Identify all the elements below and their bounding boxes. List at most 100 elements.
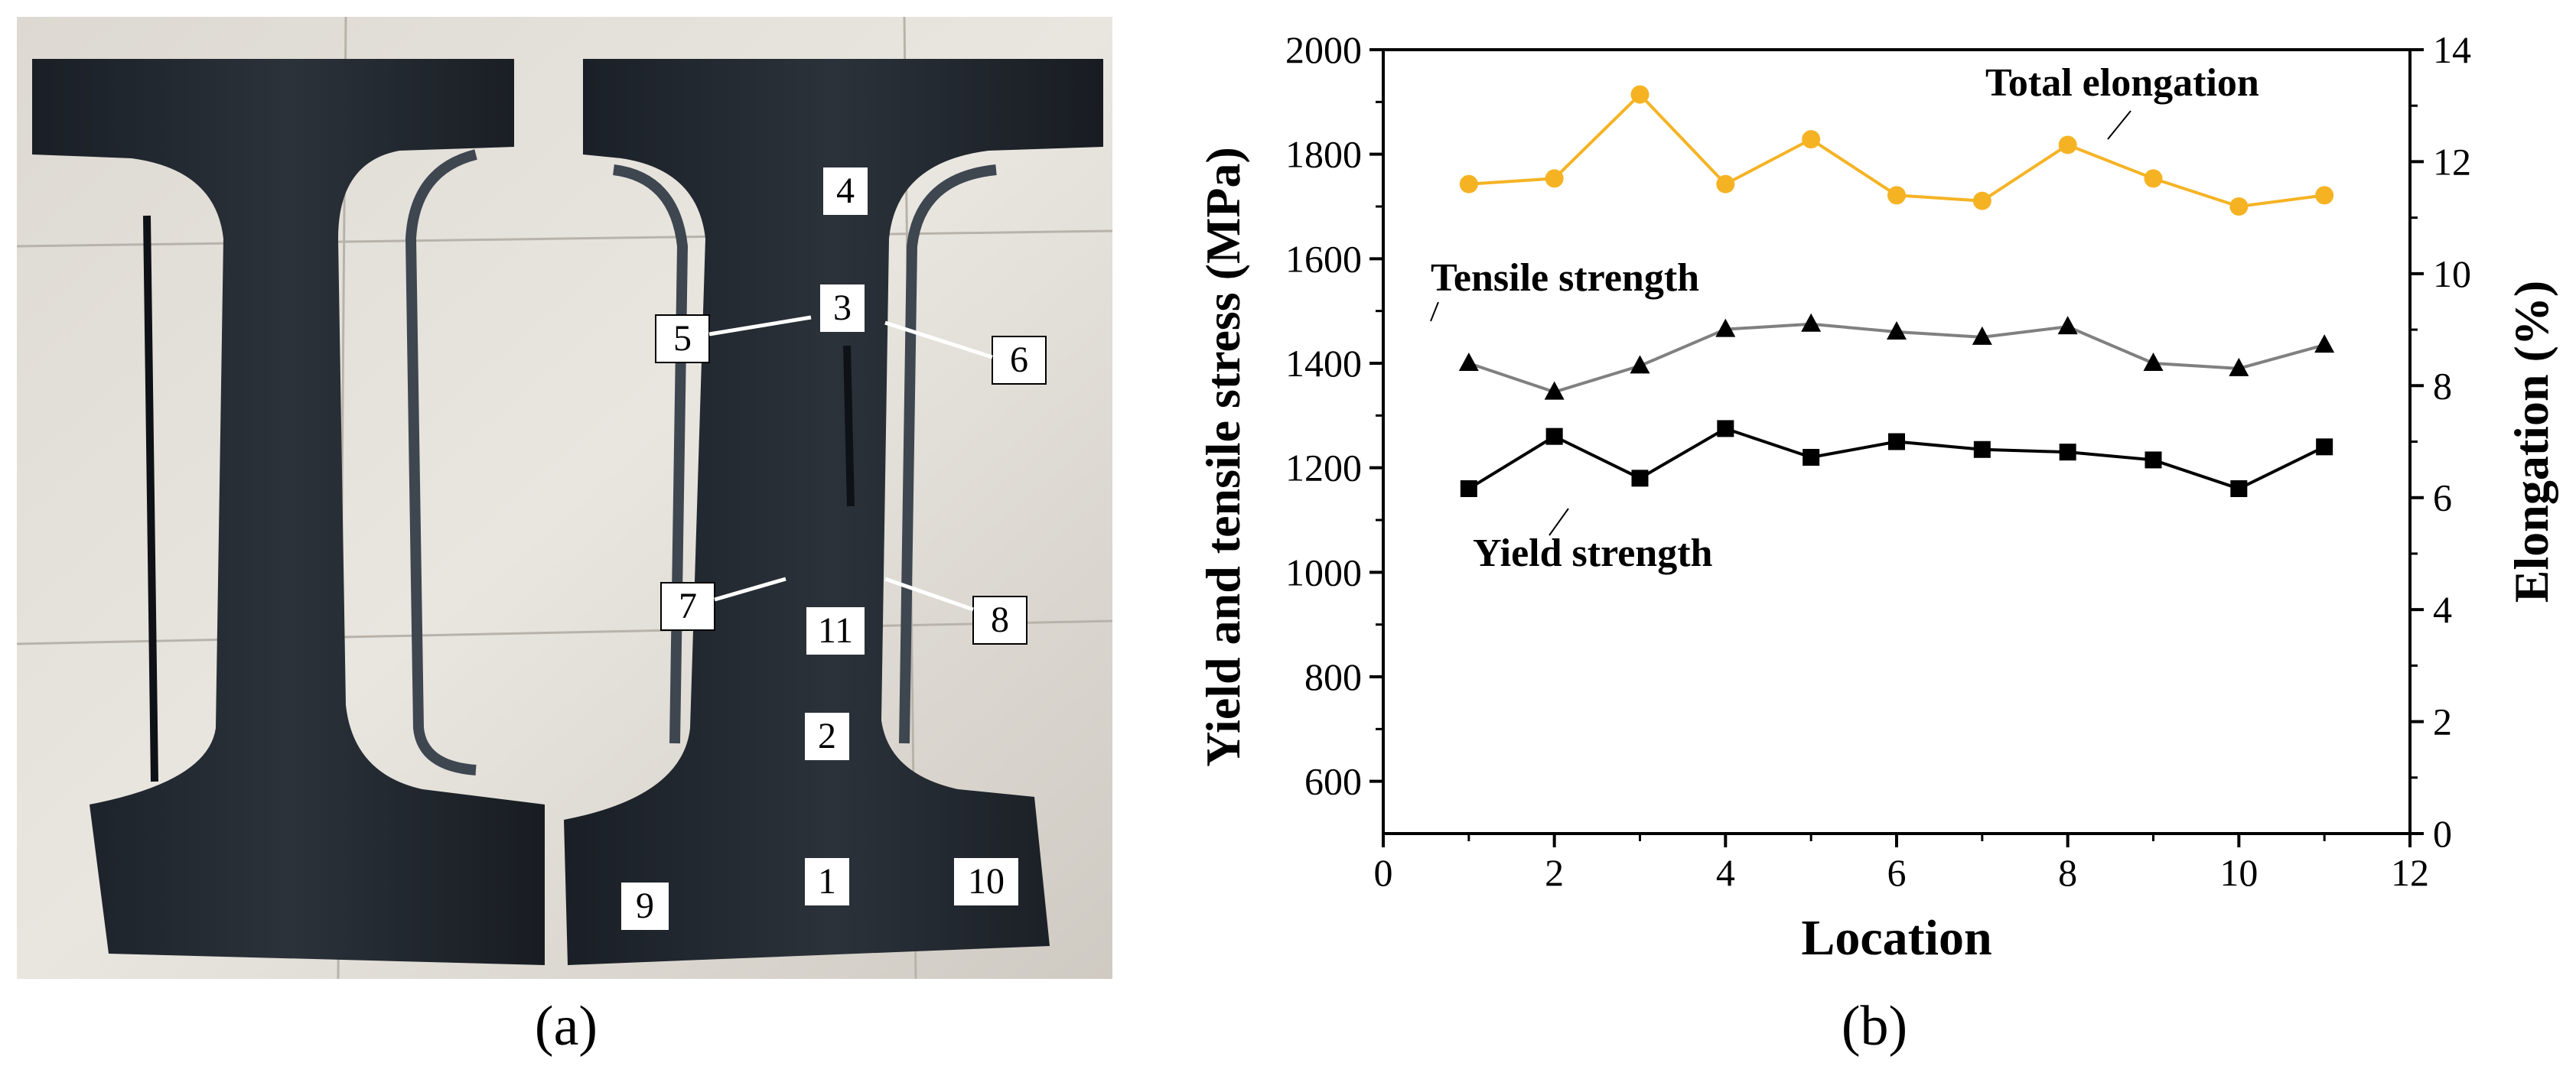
tensile-strength-point	[1972, 326, 1992, 345]
total-elongation-point	[1630, 85, 1649, 104]
location-label-7: 7	[660, 582, 715, 631]
svg-text:5: 5	[673, 318, 692, 359]
yield-strength-point	[1631, 470, 1649, 487]
tensile-strength-point	[1458, 353, 1479, 371]
left-part-flange	[405, 149, 477, 775]
x-tick-label: 0	[1374, 851, 1393, 894]
svg-text:6: 6	[1010, 340, 1028, 380]
svg-text:9: 9	[636, 886, 654, 926]
x-tick-label: 8	[2058, 851, 2077, 894]
yield-strength-point	[2059, 444, 2076, 461]
arrow-7	[714, 577, 786, 602]
panel-b-caption: (b)	[1841, 995, 1908, 1058]
location-label-5: 5	[655, 314, 710, 363]
location-label-8: 8	[972, 596, 1027, 645]
yield-strength-point	[2144, 451, 2162, 469]
svg-text:8: 8	[991, 600, 1009, 640]
right-part-flange-right	[899, 164, 997, 744]
location-label-6: 6	[992, 336, 1047, 385]
y-left-tick-label: 1800	[1285, 133, 1362, 176]
tensile-strength-point	[1715, 318, 1736, 337]
total-elongation-point	[2058, 135, 2077, 154]
tensile-strength-point	[2143, 353, 2164, 371]
tensile-strength-point	[1801, 313, 1822, 332]
svg-text:3: 3	[833, 288, 852, 328]
x-tick-label: 6	[1887, 851, 1907, 894]
location-label-2: 2	[805, 713, 849, 760]
yield-strength-point	[1973, 440, 1991, 458]
svg-text:11: 11	[818, 610, 853, 651]
location-label-11: 11	[806, 607, 865, 655]
yield-strength-point	[1803, 449, 1820, 466]
total-elongation-point	[1802, 130, 1821, 149]
right-part-slot	[843, 345, 855, 507]
left-pillar-part	[32, 59, 545, 965]
y-right-tick-label: 0	[2433, 812, 2452, 855]
strength-elongation-chart: 0 2 4 6 8 10 12 600 800 1000 1200 1400 1600 1800 2000 0…	[1196, 28, 2558, 966]
y-left-tick-label: 1600	[1285, 237, 1362, 280]
location-label-4: 4	[823, 167, 868, 215]
y-right-tick-label: 2	[2433, 701, 2452, 743]
arrow-6	[884, 320, 993, 359]
total-elongation-point	[1972, 191, 1991, 210]
tensile-strength-point	[1630, 355, 1650, 374]
y-right-tick-label: 12	[2433, 140, 2471, 183]
y-right-tick-label: 4	[2433, 588, 2452, 631]
total-elongation-point	[1459, 174, 1478, 193]
arrow-5	[708, 315, 812, 336]
total-elongation-point	[1545, 169, 1564, 188]
tensile-strength-annotation: Tensile strength	[1431, 256, 1699, 300]
yield-strength-point	[2316, 438, 2333, 456]
x-tick-label: 2	[1545, 851, 1564, 894]
total-elongation-point	[2144, 169, 2163, 188]
x-tick-label: 4	[1716, 851, 1735, 894]
tensile-strength-point	[2229, 357, 2249, 376]
y-left-tick-label: 1200	[1285, 447, 1362, 489]
yield-strength-annotation-leader	[1549, 508, 1569, 536]
y-right-tick-label: 14	[2433, 28, 2471, 71]
location-label-3: 3	[820, 284, 865, 332]
right-part-flange-left	[612, 164, 689, 744]
tensile-strength-annotation-leader	[1430, 301, 1439, 322]
svg-text:10: 10	[968, 861, 1005, 902]
svg-text:4: 4	[836, 171, 855, 211]
b-pillar-photo: 4 3 5 6 7 8 11 2 1 9 10	[17, 17, 1112, 979]
location-label-1: 1	[805, 858, 849, 905]
total-elongation-point	[1716, 174, 1735, 193]
y-right-tick-label: 6	[2433, 476, 2452, 519]
yield-strength-point	[2230, 480, 2248, 497]
yield-strength-point	[1460, 480, 1477, 497]
total-elongation-point	[2315, 186, 2334, 205]
arrow-8	[884, 577, 974, 612]
location-label-10: 10	[954, 858, 1018, 905]
right-pillar-part	[564, 59, 1103, 965]
tensile-strength-point	[2057, 316, 2078, 335]
tensile-strength-point	[2314, 334, 2335, 353]
y-right-tick-label: 10	[2433, 252, 2471, 295]
yield-strength-annotation: Yield strength	[1473, 531, 1713, 575]
x-tick-label: 12	[2391, 851, 2429, 894]
y-axis-left-title: Yield and tensile stress (MPa)	[1196, 147, 1250, 767]
x-tick-label: 10	[2219, 851, 2258, 894]
yield-strength-point	[1717, 420, 1734, 437]
svg-text:7: 7	[679, 586, 697, 626]
y-left-tick-label: 800	[1304, 655, 1362, 698]
tensile-strength-point	[1544, 381, 1565, 400]
yield-strength-point	[1888, 433, 1905, 450]
total-elongation-point	[1887, 186, 1906, 205]
total-elongation-annotation-leader	[2107, 110, 2131, 140]
chart-panel: 0 2 4 6 8 10 12 600 800 1000 1200 1400 1600 1800 2000 0…	[1171, 8, 2576, 1002]
photo-panel: 4 3 5 6 7 8 11 2 1 9 10	[17, 17, 1112, 979]
y-left-tick-label: 1000	[1285, 551, 1362, 593]
y-left-tick-label: 600	[1304, 760, 1362, 803]
y-right-tick-label: 8	[2433, 364, 2452, 407]
svg-text:2: 2	[818, 716, 836, 756]
panel-a-caption: (a)	[534, 995, 598, 1058]
total-elongation-annotation: Total elongation	[1985, 61, 2259, 105]
y-left-tick-label: 2000	[1285, 28, 1362, 71]
total-elongation-point	[2229, 197, 2249, 216]
y-left-tick-label: 1400	[1285, 342, 1362, 385]
location-label-9: 9	[621, 883, 669, 930]
left-part-rib	[143, 215, 158, 782]
tensile-strength-point	[1887, 321, 1907, 340]
